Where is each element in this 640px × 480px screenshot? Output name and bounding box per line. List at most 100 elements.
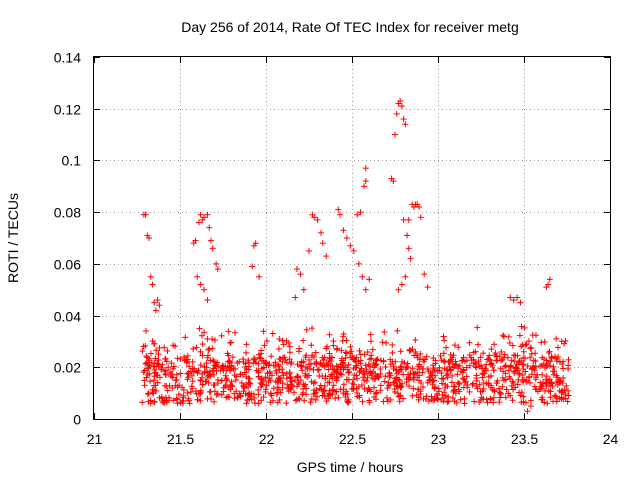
data-point [145, 398, 152, 405]
data-point [283, 400, 290, 407]
data-point [509, 378, 516, 385]
data-point [490, 394, 497, 401]
data-point [520, 378, 527, 385]
data-point [391, 386, 398, 393]
data-point [310, 387, 317, 394]
data-point [197, 397, 204, 404]
data-point [550, 371, 557, 378]
data-point [541, 338, 548, 345]
data-point [307, 399, 314, 406]
data-point [207, 237, 214, 244]
data-point [196, 325, 203, 332]
data-point [561, 386, 568, 393]
data-point [150, 377, 157, 384]
data-point [275, 386, 282, 393]
data-point [368, 372, 375, 379]
data-point [454, 379, 461, 386]
data-point [327, 362, 334, 369]
data-point [514, 352, 521, 359]
data-point [342, 355, 349, 362]
data-point [377, 371, 384, 378]
data-point [524, 408, 531, 415]
data-point [397, 384, 404, 391]
data-point [153, 347, 160, 354]
data-point [473, 383, 480, 390]
data-point [190, 368, 197, 375]
data-point [473, 361, 480, 368]
data-point [269, 330, 276, 337]
data-point [476, 363, 483, 370]
data-point [551, 392, 558, 399]
data-point [412, 348, 419, 355]
data-point [311, 353, 318, 360]
data-point [255, 369, 262, 376]
data-point [152, 369, 159, 376]
data-point [338, 371, 345, 378]
data-point [212, 337, 219, 344]
data-point [416, 203, 423, 210]
data-point [365, 385, 372, 392]
data-point [554, 344, 561, 351]
data-point [256, 354, 263, 361]
data-point [302, 354, 309, 361]
data-point [479, 371, 486, 378]
data-point [419, 369, 426, 376]
data-point [518, 357, 525, 364]
data-point [151, 299, 158, 306]
data-point [493, 380, 500, 387]
data-point [364, 387, 371, 394]
data-point [346, 368, 353, 375]
data-point [224, 393, 231, 400]
data-point [147, 273, 154, 280]
data-point [468, 354, 475, 361]
data-point [477, 388, 484, 395]
data-point [234, 359, 241, 366]
data-point [340, 359, 347, 366]
data-point [286, 343, 293, 350]
data-point [372, 396, 379, 403]
data-point [539, 371, 546, 378]
data-point [426, 374, 433, 381]
data-point [243, 349, 250, 356]
data-point [301, 397, 308, 404]
data-point [379, 339, 386, 346]
data-point [412, 337, 419, 344]
data-point [174, 400, 181, 407]
data-point [168, 360, 175, 367]
data-point [340, 333, 347, 340]
data-point [224, 350, 231, 357]
data-point [530, 363, 537, 370]
data-point [428, 396, 435, 403]
data-point [523, 341, 530, 348]
data-point [463, 373, 470, 380]
data-point [345, 369, 352, 376]
x-tick-label: 23 [431, 431, 447, 447]
data-point [550, 363, 557, 370]
data-point [139, 348, 146, 355]
data-point [329, 373, 336, 380]
data-point [442, 344, 449, 351]
data-point [457, 396, 464, 403]
data-point [279, 380, 286, 387]
data-point [298, 363, 305, 370]
data-point [432, 372, 439, 379]
data-point [383, 394, 390, 401]
data-point [258, 350, 265, 357]
data-point [391, 379, 398, 386]
data-point [331, 370, 338, 377]
data-point [345, 396, 352, 403]
data-point [321, 382, 328, 389]
data-point [147, 378, 154, 385]
data-point [177, 370, 184, 377]
data-point [207, 373, 214, 380]
data-point [369, 375, 376, 382]
data-point [458, 357, 465, 364]
data-point [532, 358, 539, 365]
data-point [184, 376, 191, 383]
data-point [496, 394, 503, 401]
data-point [303, 385, 310, 392]
data-point [262, 374, 269, 381]
data-point [286, 356, 293, 363]
data-point [165, 364, 172, 371]
data-point [401, 359, 408, 366]
